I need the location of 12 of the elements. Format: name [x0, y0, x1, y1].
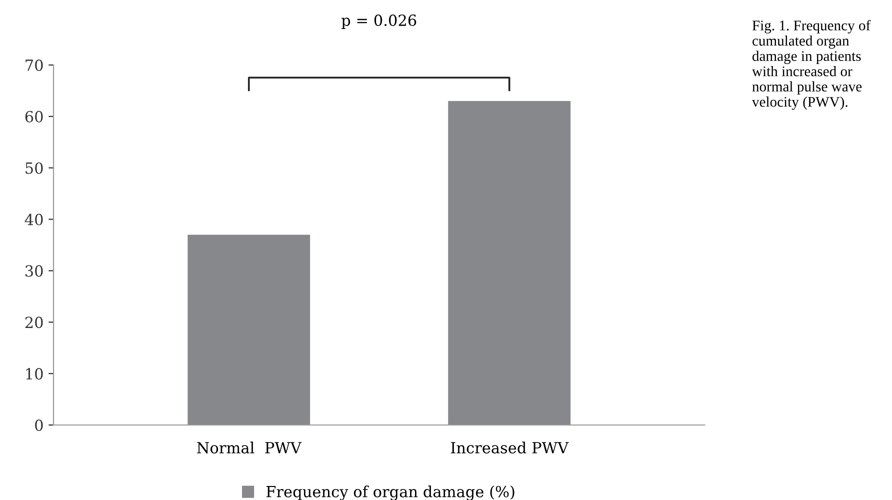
y-tick-label: 40 — [24, 214, 43, 226]
text: p = 0.026 — [342, 14, 416, 29]
y-tick-label: 20 — [25, 316, 43, 328]
y-tick-label: 50 — [26, 162, 43, 174]
x-tick-label: Increased PWV — [450, 442, 569, 454]
y-tick-label: 30 — [26, 265, 43, 277]
y-tick-label: 0 — [35, 419, 43, 432]
y-tick-label: 60 — [25, 110, 43, 122]
x-tick-label: Normal PWV — [197, 442, 302, 454]
y-tick-label: 70 — [26, 59, 43, 72]
caption: Fig. 1. Frequency of cumulated organ damage in patients with increased or normal pulse wave velocity (PWV). — [752, 20, 871, 110]
y-tick-label: 10 — [26, 368, 43, 380]
